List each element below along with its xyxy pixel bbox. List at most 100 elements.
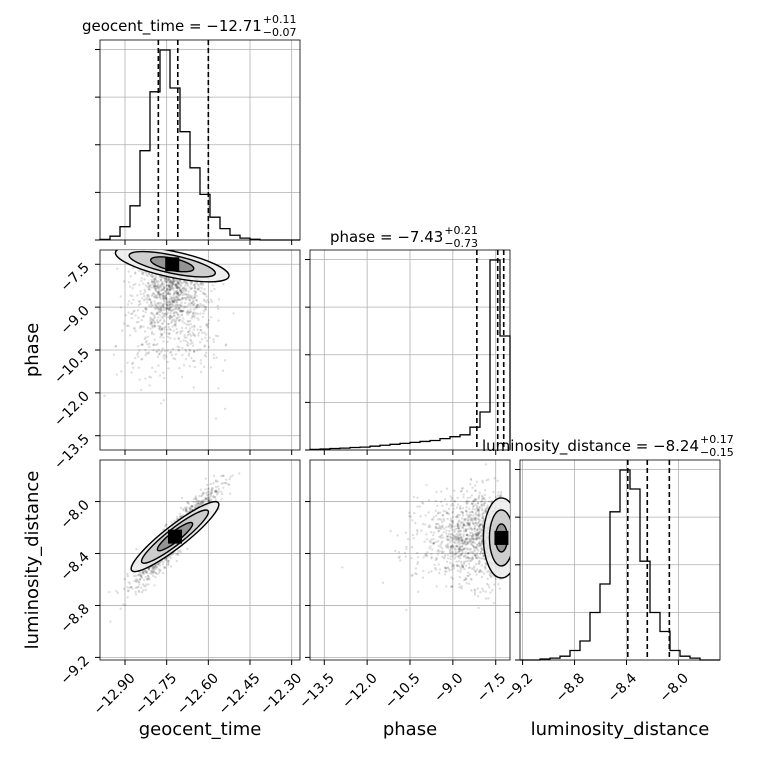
sample-point <box>171 288 174 291</box>
sample-point <box>394 549 397 553</box>
sample-point <box>210 300 214 303</box>
sample-point <box>156 291 160 294</box>
sample-point <box>459 530 462 533</box>
sample-point <box>114 345 118 348</box>
sample-point <box>132 283 135 287</box>
sample-point <box>134 574 138 578</box>
sample-point <box>434 568 438 571</box>
sample-point <box>202 291 205 294</box>
sample-point <box>146 577 149 581</box>
sample-point <box>203 344 206 347</box>
sample-point <box>455 532 459 536</box>
sample-point <box>133 309 136 313</box>
sample-point <box>158 288 161 291</box>
sample-point <box>176 552 179 555</box>
sample-point <box>180 313 184 316</box>
sample-point <box>173 292 176 296</box>
sample-point <box>170 296 173 300</box>
sample-point <box>421 501 424 504</box>
sample-point <box>463 547 466 550</box>
sample-point <box>477 497 480 500</box>
sample-point <box>478 491 481 494</box>
sample-point <box>152 274 155 278</box>
sample-point <box>467 523 470 526</box>
sample-point <box>472 537 475 541</box>
sample-point <box>146 294 149 297</box>
sample-point <box>165 303 169 307</box>
sample-point <box>481 552 485 555</box>
sample-point <box>170 298 174 302</box>
sample-point <box>136 309 140 312</box>
sample-point <box>171 278 175 281</box>
sample-point <box>475 554 479 557</box>
sample-point <box>122 603 125 606</box>
sample-point <box>450 545 453 549</box>
sample-point <box>156 286 159 290</box>
sample-point <box>200 500 203 504</box>
contour-1 <box>488 509 510 567</box>
sample-point <box>202 305 206 308</box>
sample-point <box>210 489 214 492</box>
sample-point <box>202 365 206 369</box>
sample-point <box>170 283 173 286</box>
sample-point <box>157 290 160 294</box>
sample-point <box>464 524 467 528</box>
xtick-label-phase-4: −7.5 <box>474 670 509 705</box>
sample-point <box>443 557 446 560</box>
sample-point <box>399 559 402 562</box>
sample-point <box>151 567 155 571</box>
sample-point <box>492 601 496 605</box>
sample-point <box>453 529 456 532</box>
sample-point <box>470 478 473 482</box>
sample-point <box>473 526 477 530</box>
sample-point <box>166 288 169 291</box>
sample-point <box>471 544 475 548</box>
sample-point <box>159 278 163 281</box>
sample-point <box>441 547 444 550</box>
sample-point <box>187 502 190 505</box>
sample-point <box>445 525 448 529</box>
sample-point <box>153 300 156 303</box>
sample-point <box>134 314 137 317</box>
sample-point <box>215 489 218 493</box>
sample-point <box>180 329 184 333</box>
sample-point <box>204 477 208 480</box>
sample-point <box>187 295 190 298</box>
sample-point <box>203 293 206 296</box>
sample-point <box>217 387 220 390</box>
sample-point <box>186 309 190 313</box>
sample-point <box>471 502 474 506</box>
sample-point <box>130 585 133 589</box>
sample-point <box>451 519 454 523</box>
sample-point <box>480 540 484 543</box>
sample-point <box>473 497 476 501</box>
sample-point <box>474 537 478 540</box>
sample-point <box>489 591 492 594</box>
sample-point <box>479 543 483 547</box>
sample-point <box>126 574 130 578</box>
sample-point <box>462 548 466 551</box>
sample-point <box>452 564 456 567</box>
sample-point <box>463 539 467 543</box>
sample-point <box>442 550 445 554</box>
sample-point <box>457 536 460 539</box>
sample-point <box>188 286 192 289</box>
sample-point <box>477 517 480 521</box>
sample-point <box>477 606 480 610</box>
sample-point <box>171 280 175 284</box>
sample-point <box>190 325 194 329</box>
sample-point <box>444 566 447 570</box>
sample-point <box>448 524 451 527</box>
sample-point <box>168 278 172 281</box>
sample-point <box>463 555 466 558</box>
sample-point <box>212 474 216 477</box>
sample-point <box>479 568 482 572</box>
sample-point <box>184 358 188 361</box>
sample-point <box>175 300 178 303</box>
sample-point <box>194 497 198 500</box>
sample-point <box>140 279 143 283</box>
sample-point <box>165 277 168 280</box>
sample-point <box>459 566 462 569</box>
sample-point <box>152 569 156 572</box>
sample-point <box>139 325 143 329</box>
